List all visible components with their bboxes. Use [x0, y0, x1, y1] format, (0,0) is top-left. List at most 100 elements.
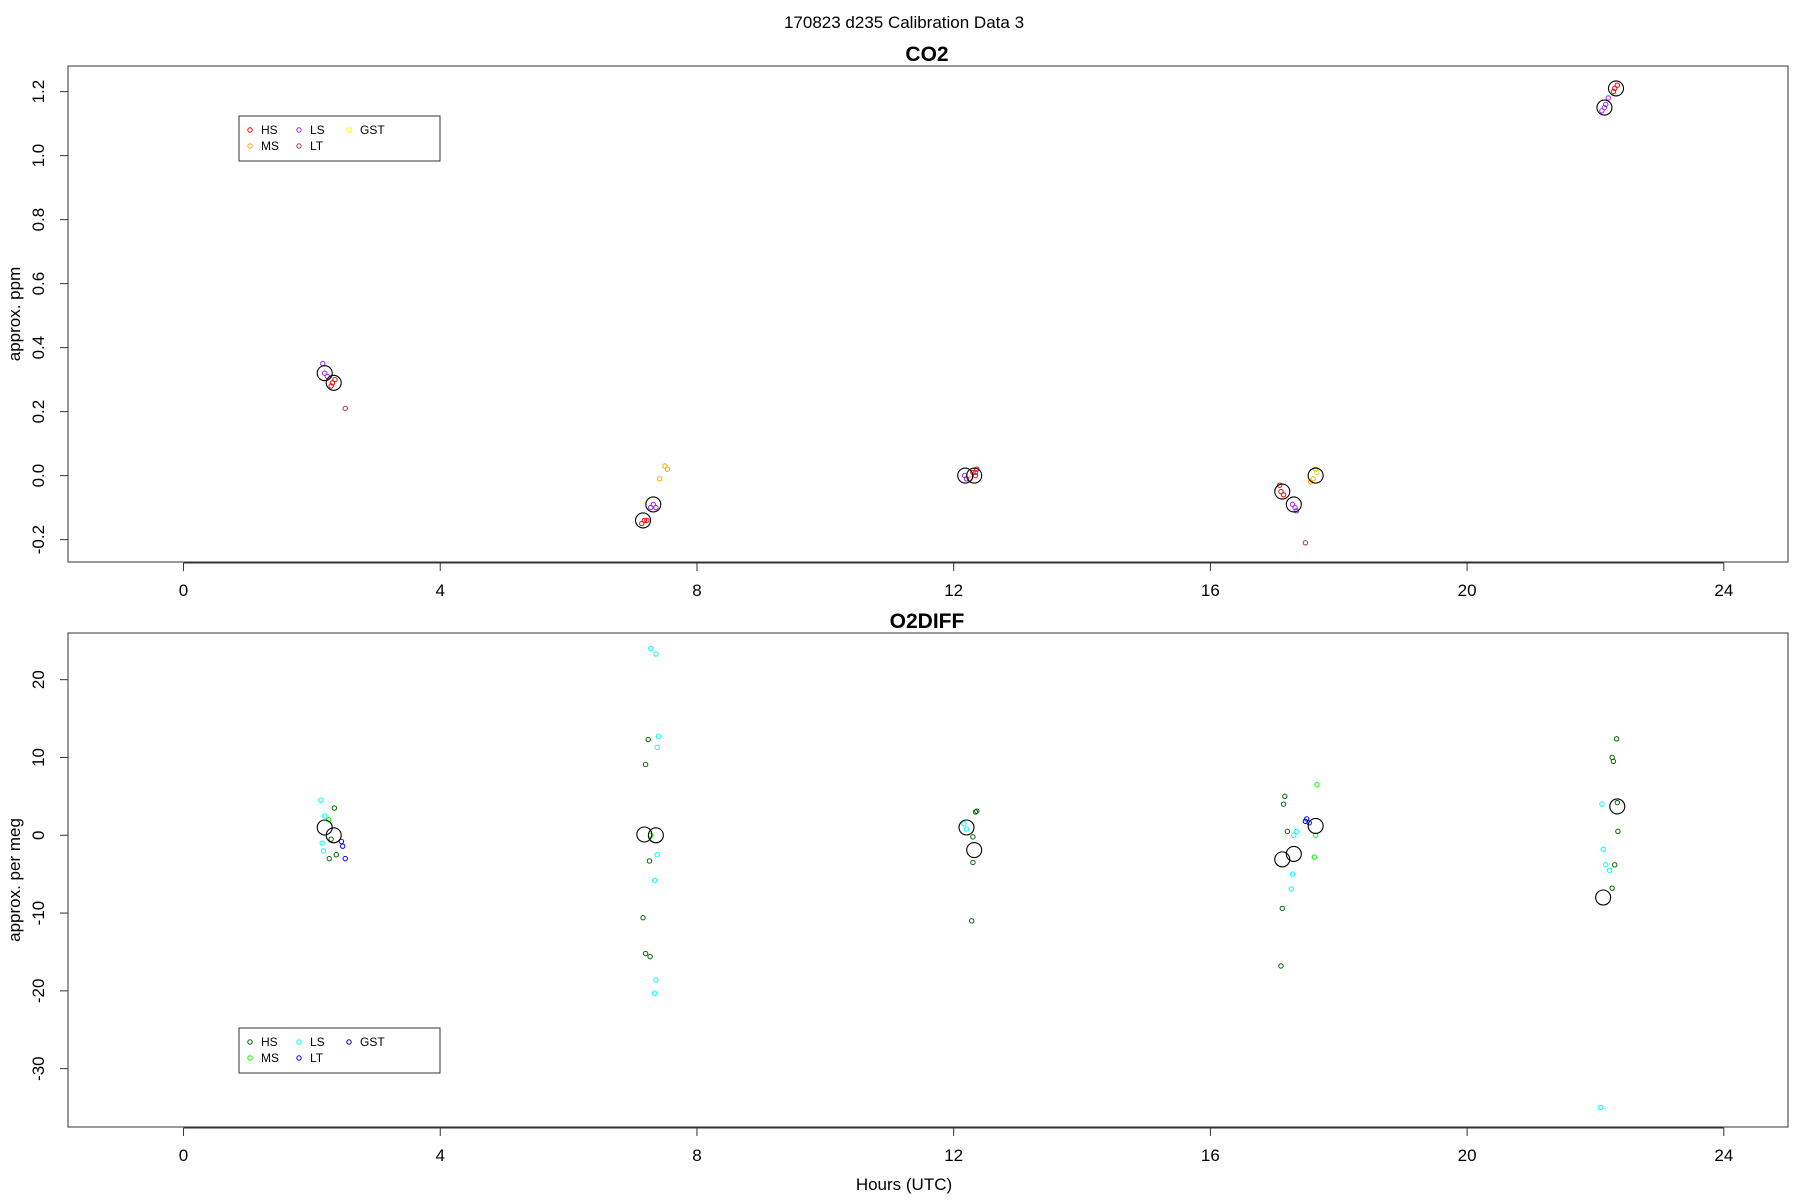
x-tick-label: 0	[179, 581, 188, 600]
mean-marker	[634, 512, 652, 529]
data-point	[1289, 501, 1296, 508]
data-point	[651, 990, 658, 996]
legend-marker	[247, 143, 253, 149]
x-tick-label: 24	[1714, 1146, 1733, 1165]
data-point	[331, 805, 338, 811]
data-point	[648, 645, 654, 652]
legend-label: MS	[261, 1051, 279, 1065]
mean-marker	[1595, 889, 1612, 906]
data-point	[1302, 540, 1309, 546]
series-gst	[1314, 469, 1320, 476]
panel-title: CO2	[905, 43, 948, 66]
y-tick-label: 0.4	[29, 336, 48, 360]
mean-marker	[1274, 851, 1291, 868]
x-tick-label: 4	[436, 1146, 445, 1165]
x-tick-label: 16	[1201, 1146, 1220, 1165]
data-point	[1278, 963, 1284, 969]
data-point	[650, 501, 657, 508]
data-point	[653, 651, 659, 657]
legend: HS MS LS LT GST	[238, 115, 441, 162]
data-point	[970, 859, 976, 866]
legend-box	[238, 1027, 441, 1074]
legend-label: LS	[310, 123, 325, 137]
data-point	[1280, 801, 1287, 807]
series-hs	[326, 736, 1621, 969]
data-point	[1597, 1104, 1604, 1111]
x-tick-label: 24	[1714, 581, 1733, 600]
series-ls	[320, 95, 1611, 514]
data-point	[647, 953, 653, 960]
data-point	[654, 852, 660, 858]
y-tick-label: 0.2	[29, 400, 48, 424]
legend-marker	[346, 127, 352, 133]
x-tick-label: 8	[692, 581, 701, 600]
y-tick-label: 0	[29, 831, 48, 840]
data-point	[1614, 799, 1620, 806]
y-tick-label: -0.2	[29, 525, 48, 554]
data-point	[328, 383, 334, 389]
legend: HS MS LS LT GST	[238, 1027, 441, 1074]
series-ls	[318, 645, 1613, 1111]
mean-markers	[316, 80, 1625, 529]
data-point	[1289, 871, 1296, 877]
x-tick-label: 12	[944, 581, 963, 600]
data-point	[338, 838, 345, 845]
data-point	[1610, 758, 1617, 765]
mean-marker	[316, 365, 333, 382]
legend-marker	[247, 127, 253, 133]
data-point	[642, 950, 649, 957]
data-point	[963, 826, 970, 832]
data-point	[1314, 782, 1320, 788]
data-point	[651, 877, 658, 884]
data-point	[1291, 832, 1297, 838]
x-tick-label: 4	[436, 581, 445, 600]
data-point	[1601, 104, 1608, 111]
mean-marker	[958, 819, 975, 836]
data-point	[1599, 108, 1605, 114]
data-point	[1279, 905, 1285, 912]
data-point	[1603, 101, 1609, 108]
legend-marker	[296, 143, 302, 149]
data-point	[639, 520, 645, 527]
data-point	[333, 852, 339, 858]
data-point	[655, 733, 662, 740]
legend-label: MS	[261, 139, 279, 153]
data-point	[1603, 862, 1609, 868]
series-lt	[342, 405, 1309, 546]
y-tick-label: -10	[29, 901, 48, 926]
legend-box	[238, 115, 441, 162]
data-point	[664, 466, 671, 472]
legend-label: HS	[261, 123, 278, 137]
data-point	[1282, 793, 1288, 800]
mean-marker	[1285, 496, 1302, 513]
y-tick-label: 0.6	[29, 272, 48, 296]
data-point	[1605, 95, 1611, 101]
data-point	[1311, 854, 1318, 860]
data-point	[1612, 85, 1618, 92]
mean-marker	[636, 826, 653, 843]
co2-panel: CO2 approx. ppm -0.2 0.0 0.2 0.4 0.6 0.8 1.0 1.2 0…	[5, 43, 1789, 600]
data-point	[972, 469, 979, 476]
x-axis-label: Hours (UTC)	[856, 1175, 952, 1194]
data-point	[653, 977, 659, 983]
y-axis-label: approx. per meg	[5, 818, 24, 942]
y-axis-label: approx. ppm	[5, 267, 24, 362]
data-point	[326, 855, 332, 862]
series-ms	[325, 782, 1320, 860]
legend-marker	[247, 1039, 253, 1045]
data-point	[645, 736, 651, 743]
data-point	[339, 843, 346, 849]
series-hs	[328, 82, 1620, 527]
legend-label: GST	[360, 1035, 385, 1049]
data-point	[1606, 867, 1613, 873]
data-point	[332, 376, 338, 383]
data-point	[1292, 504, 1298, 511]
data-point	[1609, 885, 1615, 891]
y-tick-label: 1.0	[29, 144, 48, 168]
panel-title: O2DIFF	[890, 610, 965, 633]
data-point	[329, 380, 336, 386]
legend-marker	[296, 127, 302, 133]
x-tick-label: 20	[1458, 1146, 1477, 1165]
data-point	[1278, 488, 1284, 495]
